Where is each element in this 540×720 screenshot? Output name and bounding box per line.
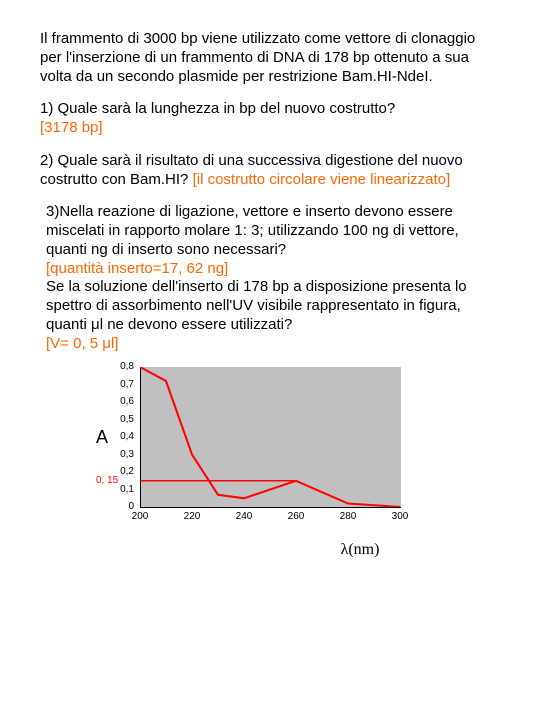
- question-1: 1) Quale sarà la lunghezza in bp del nuo…: [40, 100, 500, 138]
- q1-answer: [3178 bp]: [40, 119, 103, 136]
- question-2: 2) Quale sarà il risultato di una succes…: [40, 152, 500, 190]
- xtick-label: 280: [333, 511, 363, 522]
- x-axis-title: λ(nm): [220, 541, 500, 559]
- absorbance-chart: A 0, 15 00,10,20,30,40,50,60,70,8 200220…: [100, 367, 500, 559]
- ytick-label: 0,1: [100, 484, 134, 495]
- ytick-label: 0,4: [100, 431, 134, 442]
- q3-text2b: ne devono essere utilizzati?: [103, 316, 292, 333]
- xtick-label: 220: [177, 511, 207, 522]
- xtick-label: 300: [385, 511, 415, 522]
- ytick-label: 0,6: [100, 396, 134, 407]
- xtick-label: 260: [281, 511, 311, 522]
- chart-svg: [140, 367, 400, 507]
- ytick-label: 0,3: [100, 449, 134, 460]
- question-3: 3)Nella reazione di ligazione, vettore e…: [40, 203, 500, 353]
- q1-text: 1) Quale sarà la lunghezza in bp del nuo…: [40, 100, 395, 117]
- ytick-label: 0,2: [100, 466, 134, 477]
- ytick-label: 0,7: [100, 379, 134, 390]
- ytick-label: 0,5: [100, 414, 134, 425]
- q3-answer2: [V= 0, 5 μl]: [46, 335, 118, 352]
- chart-area: 00,10,20,30,40,50,60,70,8 20022024026028…: [100, 367, 410, 527]
- xtick-label: 240: [229, 511, 259, 522]
- intro-paragraph: Il frammento di 3000 bp viene utilizzato…: [40, 30, 500, 86]
- q2-answer: [il costrutto circolare viene linearizza…: [193, 171, 451, 188]
- page-root: Il frammento di 3000 bp viene utilizzato…: [0, 0, 540, 579]
- q3-unit: μl: [91, 316, 103, 333]
- ytick-label: 0,8: [100, 361, 134, 372]
- q3-text1: 3)Nella reazione di ligazione, vettore e…: [46, 203, 459, 258]
- q3-answer1: [quantità inserto=17, 62 ng]: [46, 260, 228, 277]
- series-line: [140, 367, 400, 507]
- xtick-label: 200: [125, 511, 155, 522]
